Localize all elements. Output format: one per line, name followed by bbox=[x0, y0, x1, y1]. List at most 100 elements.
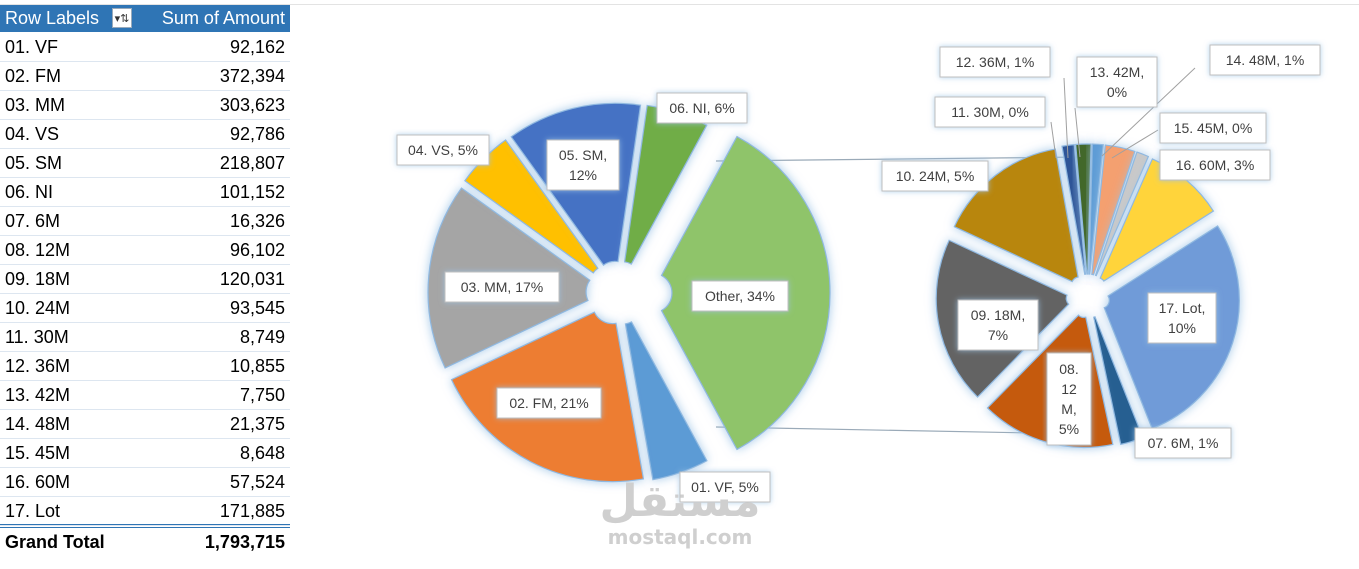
secondary-slice[interactable] bbox=[1091, 144, 1136, 276]
leader-line bbox=[1101, 67, 1196, 157]
row-amount: 21,375 bbox=[229, 413, 285, 434]
leader-lines bbox=[1050, 67, 1196, 159]
row-label: 10. 24M bbox=[5, 297, 71, 318]
data-label-text: 06. NI, 6% bbox=[669, 100, 734, 116]
data-label-text: 15. 45M, 0% bbox=[1174, 120, 1253, 136]
data-label-box bbox=[957, 299, 1039, 351]
row-amount: 7,750 bbox=[239, 384, 285, 405]
data-label-text: 07. 6M, 1% bbox=[1148, 435, 1219, 451]
pivot-header-row: Row Labels ▾⇅ Sum of Amount bbox=[0, 5, 290, 32]
total-separator bbox=[0, 524, 290, 525]
row-label: 12. 36M bbox=[5, 355, 71, 376]
data-label-box bbox=[1046, 352, 1092, 446]
row-amount: 101,152 bbox=[219, 181, 285, 202]
data-label-text: 17. Lot, 10% bbox=[1159, 300, 1206, 336]
row-label: 05. SM bbox=[5, 152, 63, 173]
pivot-row: 10. 24M 93,545 bbox=[0, 294, 290, 323]
data-label-text: 01. VF, 5% bbox=[691, 479, 759, 495]
row-label: 16. 60M bbox=[5, 471, 71, 492]
primary-data-label[interactable]: 01. VF, 5% bbox=[679, 471, 771, 503]
primary-data-label[interactable]: 05. SM, 12% bbox=[546, 139, 620, 191]
pivot-row: 03. MM 303,623 bbox=[0, 91, 290, 120]
row-amount: 303,623 bbox=[219, 94, 285, 115]
row-amount: 93,545 bbox=[229, 297, 285, 318]
data-label-text: 04. VS, 5% bbox=[408, 142, 478, 158]
secondary-data-label[interactable]: 15. 45M, 0% bbox=[1159, 112, 1267, 144]
secondary-data-label[interactable]: 17. Lot, 10% bbox=[1147, 292, 1217, 344]
primary-data-label[interactable]: 02. FM, 21% bbox=[496, 387, 602, 419]
row-label: 02. FM bbox=[5, 65, 62, 86]
data-label-box bbox=[881, 160, 989, 192]
secondary-data-label[interactable]: 07. 6M, 1% bbox=[1134, 427, 1232, 459]
data-label-box bbox=[1209, 44, 1321, 76]
data-label-text: 02. FM, 21% bbox=[509, 395, 588, 411]
row-label: 17. Lot bbox=[5, 500, 61, 521]
row-amount: 120,031 bbox=[219, 268, 285, 289]
data-labels: 01. VF, 5% 02. FM, 21% 03. MM, 17% 04. VS, … bbox=[396, 44, 1321, 503]
data-label-box bbox=[1076, 56, 1158, 108]
pivot-row: 14. 48M 21,375 bbox=[0, 410, 290, 439]
row-label: 04. VS bbox=[5, 123, 60, 144]
pivot-row: 07. 6M 16,326 bbox=[0, 207, 290, 236]
primary-data-label[interactable]: 03. MM, 17% bbox=[444, 271, 560, 303]
data-label-text: 11. 30M, 0% bbox=[951, 104, 1029, 120]
pivot-row: 15. 45M 8,648 bbox=[0, 439, 290, 468]
data-label-text: 12. 36M, 1% bbox=[956, 54, 1035, 70]
watermark-arabic: مستقل bbox=[599, 476, 761, 527]
row-amount: 57,524 bbox=[229, 471, 285, 492]
pivot-row: 12. 36M 10,855 bbox=[0, 352, 290, 381]
data-label-box bbox=[1159, 112, 1267, 144]
primary-slice[interactable] bbox=[464, 139, 599, 274]
secondary-data-label[interactable]: 13. 42M, 0% bbox=[1076, 56, 1158, 108]
secondary-data-label[interactable]: 16. 60M, 3% bbox=[1159, 149, 1271, 181]
sort-filter-icon[interactable]: ▾⇅ bbox=[112, 8, 132, 28]
row-label: 07. 6M bbox=[5, 210, 61, 231]
data-label-box bbox=[496, 387, 602, 419]
secondary-data-label[interactable]: 14. 48M, 1% bbox=[1209, 44, 1321, 76]
secondary-data-label[interactable]: 10. 24M, 5% bbox=[881, 160, 989, 192]
data-label-box bbox=[1147, 292, 1217, 344]
row-label: 11. 30M bbox=[5, 326, 69, 347]
watermark-latin: mostaql.com bbox=[607, 525, 753, 549]
primary-data-label[interactable]: 04. VS, 5% bbox=[396, 134, 490, 166]
grand-total-row: Grand Total 1,793,715 bbox=[0, 528, 290, 556]
primary-slice[interactable] bbox=[623, 104, 708, 265]
secondary-slice[interactable] bbox=[1088, 143, 1104, 275]
secondary-data-label[interactable]: 08. 12 M, 5% bbox=[1046, 352, 1092, 446]
secondary-slice[interactable] bbox=[1061, 143, 1087, 275]
secondary-slice[interactable] bbox=[1075, 143, 1092, 275]
data-label-text: 05. SM, 12% bbox=[559, 147, 607, 183]
pivot-row: 01. VF 92,162 bbox=[0, 33, 290, 62]
secondary-data-label[interactable]: 09. 18M, 7% bbox=[957, 299, 1039, 351]
primary-slice[interactable] bbox=[624, 321, 708, 481]
secondary-slice[interactable] bbox=[1094, 151, 1150, 277]
data-label-text: 14. 48M, 1% bbox=[1226, 52, 1305, 68]
pivot-row: 02. FM 372,394 bbox=[0, 62, 290, 91]
pivot-row: 11. 30M 8,749 bbox=[0, 323, 290, 352]
total-separator-2 bbox=[0, 527, 290, 528]
data-label-box bbox=[939, 46, 1051, 78]
primary-data-label[interactable]: 06. NI, 6% bbox=[656, 92, 748, 124]
pivot-row: 16. 60M 57,524 bbox=[0, 468, 290, 497]
data-label-text: 10. 24M, 5% bbox=[896, 168, 975, 184]
data-label-box bbox=[691, 280, 789, 312]
grand-total-value: 1,793,715 bbox=[204, 531, 285, 552]
secondary-slice[interactable] bbox=[953, 148, 1079, 283]
secondary-data-label[interactable]: 12. 36M, 1% bbox=[939, 46, 1051, 78]
mostaql-watermark: مستقل mostaql.com bbox=[560, 476, 800, 549]
pivot-row: 17. Lot 171,885 bbox=[0, 497, 290, 526]
data-label-text: 08. 12 M, 5% bbox=[1059, 361, 1079, 437]
row-label: 01. VF bbox=[5, 36, 59, 57]
leader-line bbox=[1074, 107, 1081, 158]
primary-data-label[interactable]: Other, 34% bbox=[691, 280, 789, 312]
secondary-data-label[interactable]: 11. 30M, 0% bbox=[934, 96, 1046, 128]
pivot-row: 09. 18M 120,031 bbox=[0, 265, 290, 294]
grand-total-label: Grand Total bbox=[5, 531, 105, 552]
data-label-text: 03. MM, 17% bbox=[461, 279, 543, 295]
sum-of-amount-header: Sum of Amount bbox=[161, 8, 285, 28]
pivot-row: 08. 12M 96,102 bbox=[0, 236, 290, 265]
pivot-row: 13. 42M 7,750 bbox=[0, 381, 290, 410]
leader-line bbox=[1111, 129, 1159, 159]
data-label-text: 13. 42M, 0% bbox=[1090, 64, 1144, 100]
